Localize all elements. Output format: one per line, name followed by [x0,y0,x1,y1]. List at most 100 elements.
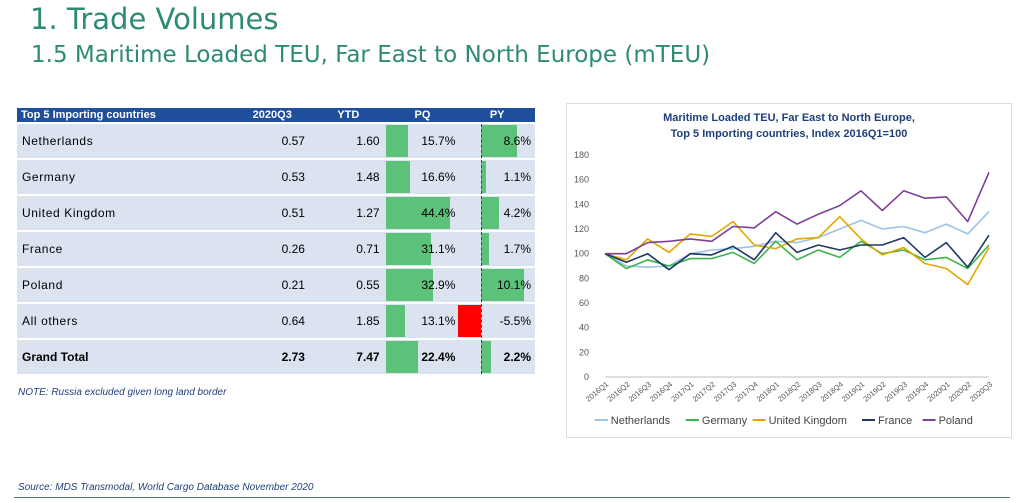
py-cell: -5.5% [458,304,535,338]
chart-title-line-1: Maritime Loaded TEU, Far East to North E… [663,112,915,124]
x-tick-label: 2018Q2 [776,380,802,404]
q3-cell: 2.73 [233,340,311,374]
py-zero-axis [481,232,483,266]
py-bar [481,125,518,157]
y-tick-label: 40 [579,323,589,333]
line-chart-panel: Maritime Loaded TEU, Far East to North E… [566,103,1012,438]
pq-cell: 31.1% [385,232,460,266]
py-cell: 4.2% [459,196,535,230]
x-tick-label: 2020Q1 [925,380,951,404]
x-tick-label: 2020Q2 [947,380,973,404]
py-zero-axis [481,124,483,158]
col-header-pq: PQ [385,108,460,122]
py-cell: 2.2% [459,340,535,374]
py-value: 4.2% [503,206,531,220]
chart-title: Maritime Loaded TEU, Far East to North E… [567,110,1011,142]
pq-bar [385,305,405,337]
y-tick-label: 100 [574,249,589,259]
y-tick-label: 20 [579,347,589,357]
y-tick-label: 0 [584,372,589,382]
ytd-cell: 1.27 [310,196,386,230]
py-zero-axis [481,196,483,230]
py-cell: 8.6% [459,124,535,158]
py-bar [481,197,499,229]
py-value: 10.1% [496,278,531,292]
ytd-cell: 0.55 [310,268,386,302]
py-value: 1.1% [503,170,531,184]
pq-cell: 22.4% [385,340,460,374]
ytd-cell: 7.47 [310,340,386,374]
q3-cell: 0.53 [233,160,311,194]
table-total-row: Grand Total 2.73 7.47 22.4% 2.2% [17,340,535,374]
line-chart: 0204060801001201401601802016Q12016Q22016… [574,150,994,427]
table-row: France 0.26 0.71 31.1% 1.7% [17,232,535,266]
py-bar [458,305,482,337]
x-tick-label: 2016Q1 [584,380,610,404]
pq-bar [385,125,409,157]
pq-value: 13.1% [421,314,456,328]
col-header-2020q3: 2020Q3 [233,108,311,122]
series-line-poland [605,171,990,255]
py-zero-axis [481,304,483,338]
pq-bar [385,341,419,373]
py-value: 8.6% [503,134,531,148]
legend-label: Poland [939,415,973,427]
table-row: Germany 0.53 1.48 16.6% 1.1% [17,160,535,194]
country-cell: France [17,232,234,266]
q3-cell: 0.57 [233,124,311,158]
table-row: Poland 0.21 0.55 32.9% 10.1% [17,268,535,302]
py-zero-axis [481,340,483,374]
col-header-ytd: YTD [310,108,386,122]
footer-divider [14,497,1010,498]
source-note: Source: MDS Transmodal, World Cargo Data… [18,482,314,493]
page-title: 1. Trade Volumes [30,2,279,36]
series-line-germany [604,240,990,270]
pq-bar [385,269,434,301]
py-bar [481,269,524,301]
x-tick-label: 2018Q4 [819,380,845,404]
q3-cell: 0.26 [233,232,311,266]
legend-label: Germany [702,415,748,427]
py-bar [481,341,491,373]
country-cell: Netherlands [17,124,234,158]
pq-cell: 13.1% [385,304,460,338]
pq-value: 15.7% [421,134,456,148]
y-tick-label: 60 [579,298,589,308]
pq-cell: 32.9% [385,268,460,302]
country-cell: Poland [17,268,234,302]
x-tick-label: 2019Q3 [883,380,909,404]
pq-value: 32.9% [421,278,456,292]
pq-cell: 16.6% [385,160,460,194]
py-zero-axis [481,160,483,194]
col-header-py: PY [459,108,535,122]
table-row: Netherlands 0.57 1.60 15.7% 8.6% [17,124,535,158]
table-note: NOTE: Russia excluded given long land bo… [18,387,227,398]
importing-countries-table: Top 5 Importing countries 2020Q3 YTD PQ … [17,106,535,376]
table-row: All others 0.64 1.85 13.1% -5.5% [17,304,535,338]
pq-bar [385,161,410,193]
pq-bar [385,197,450,229]
table-body: Netherlands 0.57 1.60 15.7% 8.6% Germany 0.53 1… [17,124,535,374]
pq-cell: 44.4% [385,196,460,230]
x-tick-label: 2019Q1 [840,380,866,404]
py-zero-axis [481,268,483,302]
legend-label: Netherlands [611,415,671,427]
py-value: 1.7% [503,242,531,256]
py-value: -5.5% [499,314,531,328]
x-tick-label: 2016Q3 [627,380,653,404]
y-tick-label: 80 [579,273,589,283]
pq-value: 22.4% [421,350,456,364]
ytd-cell: 1.85 [310,304,386,338]
x-tick-label: 2019Q2 [861,380,887,404]
y-tick-label: 160 [574,175,589,185]
pq-bar [385,233,431,265]
q3-cell: 0.64 [233,304,311,338]
country-cell: Germany [17,160,234,194]
table-row: United Kingdom 0.51 1.27 44.4% 4.2% [17,196,535,230]
py-bar [481,161,486,193]
q3-cell: 0.21 [233,268,311,302]
x-tick-label: 2018Q3 [797,380,823,404]
pq-value: 44.4% [421,206,456,220]
x-tick-label: 2017Q1 [669,380,695,404]
py-cell: 10.1% [459,268,535,302]
